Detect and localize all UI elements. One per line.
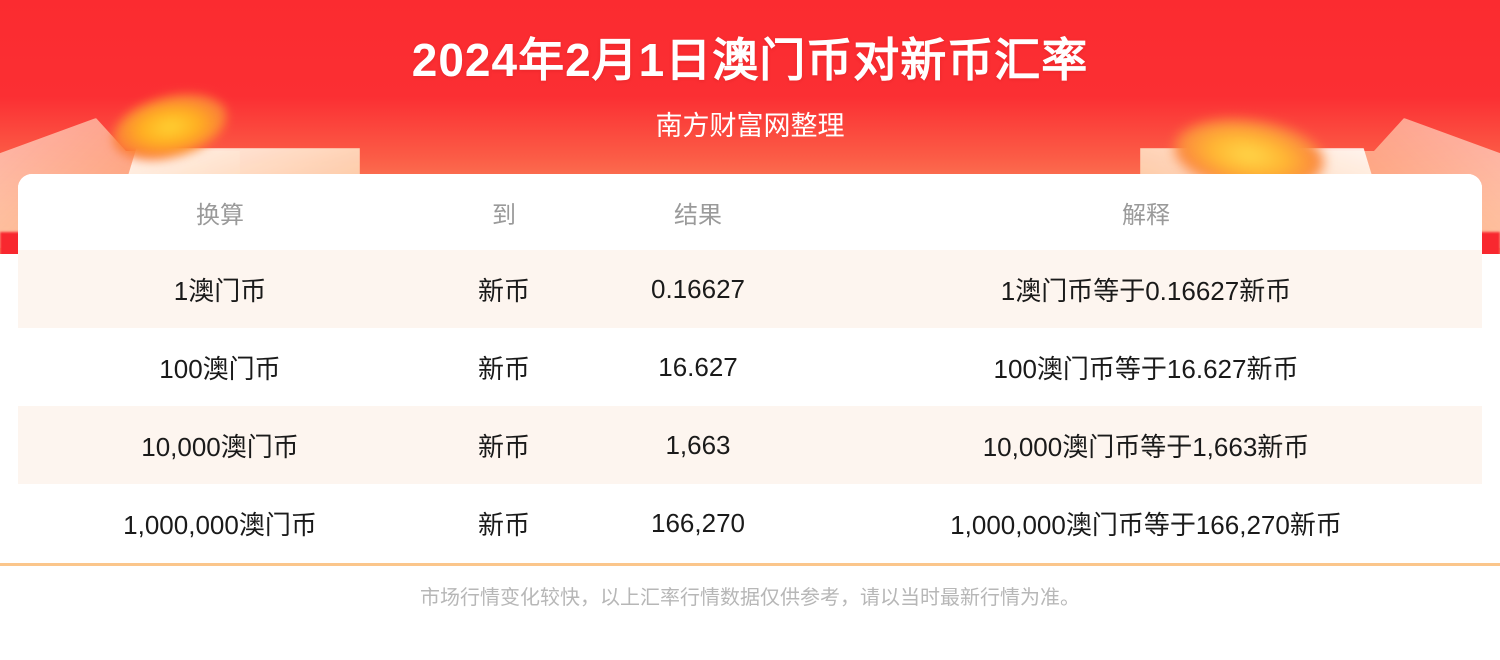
cell-result: 166,270 <box>651 507 745 538</box>
cell-to: 新币 <box>477 431 530 462</box>
column-header-conversion: 换算 <box>196 201 244 229</box>
page-subtitle: 南方财富网整理 <box>655 111 845 141</box>
cell-conversion: 100澳门币 <box>159 353 281 384</box>
cell-result: 1,663 <box>665 429 731 460</box>
cell-conversion: 1澳门币 <box>173 275 267 306</box>
page-title: 2024年2月1日澳门币对新币汇率 <box>411 34 1089 86</box>
table-row: 1澳门币 新币 0.16627 1澳门币等于0.16627新币 <box>18 250 1482 328</box>
cell-to: 新币 <box>477 509 530 540</box>
cell-explanation: 1澳门币等于0.16627新币 <box>1000 275 1292 306</box>
cell-to: 新币 <box>477 275 530 306</box>
rates-card: 南方财富网 Southmoney.com 换算 到 结果 解释 1澳门币 新币 … <box>18 174 1482 564</box>
table-body: 1澳门币 新币 0.16627 1澳门币等于0.16627新币 100澳门币 新… <box>18 250 1482 562</box>
cell-conversion: 1,000,000澳门币 <box>123 509 317 540</box>
table-row: 100澳门币 新币 16.627 100澳门币等于16.627新币 <box>18 328 1482 406</box>
column-header-to: 到 <box>492 201 516 229</box>
exchange-rate-table: 换算 到 结果 解释 1澳门币 新币 0.16627 1澳门币等于0.16627… <box>18 174 1482 562</box>
cell-explanation: 100澳门币等于16.627新币 <box>993 353 1299 384</box>
table-header-row: 换算 到 结果 解释 <box>18 174 1482 250</box>
table-row: 10,000澳门币 新币 1,663 10,000澳门币等于1,663新币 <box>18 406 1482 484</box>
disclaimer-note: 市场行情变化较快，以上汇率行情数据仅供参考，请以当时最新行情为准。 <box>420 587 1080 609</box>
cell-explanation: 10,000澳门币等于1,663新币 <box>982 431 1310 462</box>
table-row: 1,000,000澳门币 新币 166,270 1,000,000澳门币等于16… <box>18 484 1482 562</box>
cell-explanation: 1,000,000澳门币等于166,270新币 <box>950 509 1342 540</box>
column-header-explanation: 解释 <box>1122 201 1170 229</box>
cell-conversion: 10,000澳门币 <box>141 431 299 462</box>
cell-result: 0.16627 <box>651 273 745 304</box>
column-header-result: 结果 <box>674 201 722 229</box>
cell-result: 16.627 <box>658 351 738 382</box>
footer-divider <box>0 563 1500 566</box>
cell-to: 新币 <box>477 353 530 384</box>
table-header: 换算 到 结果 解释 <box>18 174 1482 250</box>
